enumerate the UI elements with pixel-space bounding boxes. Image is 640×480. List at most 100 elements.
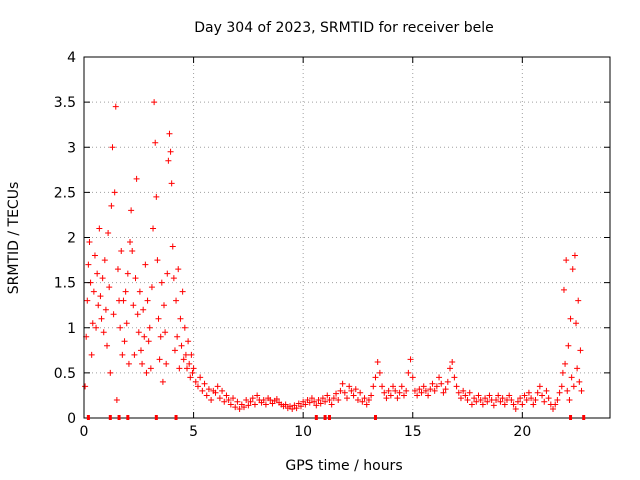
data-point — [333, 390, 340, 397]
data-point — [234, 398, 241, 405]
data-point — [143, 369, 150, 376]
data-point — [98, 315, 105, 322]
data-point — [245, 402, 252, 409]
data-point — [374, 359, 381, 366]
data-point — [160, 302, 167, 309]
data-point — [216, 395, 223, 402]
data-point — [376, 369, 383, 376]
data-point — [501, 401, 508, 408]
baseline-marker — [108, 415, 112, 420]
data-point — [490, 402, 497, 409]
data-point — [240, 404, 247, 411]
data-point — [335, 396, 342, 403]
data-point — [91, 252, 98, 259]
data-point — [409, 374, 416, 381]
data-point — [322, 398, 329, 405]
data-point — [177, 315, 184, 322]
data-point — [201, 380, 208, 387]
data-point — [86, 239, 93, 246]
data-point — [506, 392, 513, 399]
data-point — [447, 365, 454, 372]
data-point — [188, 351, 195, 358]
data-point — [536, 383, 543, 390]
data-point — [107, 369, 114, 376]
data-point — [165, 157, 172, 164]
data-point — [534, 389, 541, 396]
data-point — [132, 275, 139, 282]
data-point — [89, 320, 96, 327]
data-point — [545, 395, 552, 402]
data-point — [96, 225, 103, 232]
data-point — [574, 365, 581, 372]
data-point — [418, 389, 425, 396]
data-point — [110, 311, 117, 318]
data-point — [313, 402, 320, 409]
data-point — [427, 386, 434, 393]
data-point — [173, 297, 180, 304]
data-point — [163, 360, 170, 367]
data-point — [556, 389, 563, 396]
data-point — [84, 297, 91, 304]
data-point — [293, 405, 300, 412]
data-point — [455, 389, 462, 396]
data-point — [341, 389, 348, 396]
data-point — [379, 383, 386, 390]
data-point — [243, 396, 250, 403]
y-tick-label: 0.5 — [54, 366, 76, 382]
data-point — [337, 387, 344, 394]
data-point — [486, 392, 493, 399]
data-point — [468, 401, 475, 408]
data-point — [508, 396, 515, 403]
data-point — [330, 395, 337, 402]
data-point — [155, 315, 162, 322]
data-point — [180, 356, 187, 363]
data-point — [552, 401, 559, 408]
data-point — [127, 239, 134, 246]
data-point — [174, 333, 181, 340]
data-point — [400, 392, 407, 399]
data-point — [134, 311, 141, 318]
data-point — [385, 387, 392, 394]
data-point — [554, 396, 561, 403]
data-point — [302, 401, 309, 408]
x-tick-label: 10 — [294, 424, 312, 440]
data-point — [99, 275, 106, 282]
data-point — [203, 392, 210, 399]
data-point — [510, 401, 517, 408]
data-point — [348, 387, 355, 394]
data-point — [145, 338, 152, 345]
data-point — [457, 395, 464, 402]
data-point — [566, 396, 573, 403]
data-point — [170, 275, 177, 282]
y-tick-label: 3.5 — [54, 95, 76, 111]
data-point — [113, 396, 120, 403]
data-point — [142, 261, 149, 268]
y-tick-label: 3 — [67, 140, 76, 156]
data-point — [365, 396, 372, 403]
data-point — [414, 392, 421, 399]
data-point — [164, 270, 171, 277]
data-point — [539, 392, 546, 399]
baseline-marker — [323, 415, 327, 420]
baseline-marker — [174, 415, 178, 420]
data-point — [128, 207, 135, 214]
data-point — [247, 398, 254, 405]
data-point — [564, 387, 571, 394]
data-point — [197, 374, 204, 381]
data-point — [176, 365, 183, 372]
baseline-marker — [86, 415, 90, 420]
data-point — [148, 284, 155, 291]
plot-frame — [83, 56, 611, 419]
data-point — [473, 398, 480, 405]
data-point — [100, 329, 107, 336]
data-point — [260, 396, 267, 403]
data-point — [570, 383, 577, 390]
data-point — [460, 387, 467, 394]
data-point — [359, 398, 366, 405]
data-point — [573, 320, 580, 327]
data-point — [558, 383, 565, 390]
data-point — [381, 389, 388, 396]
chart-title: Day 304 of 2023, SRMTID for receiver bel… — [194, 20, 493, 36]
data-point — [221, 398, 228, 405]
x-tick-label: 0 — [80, 424, 89, 440]
